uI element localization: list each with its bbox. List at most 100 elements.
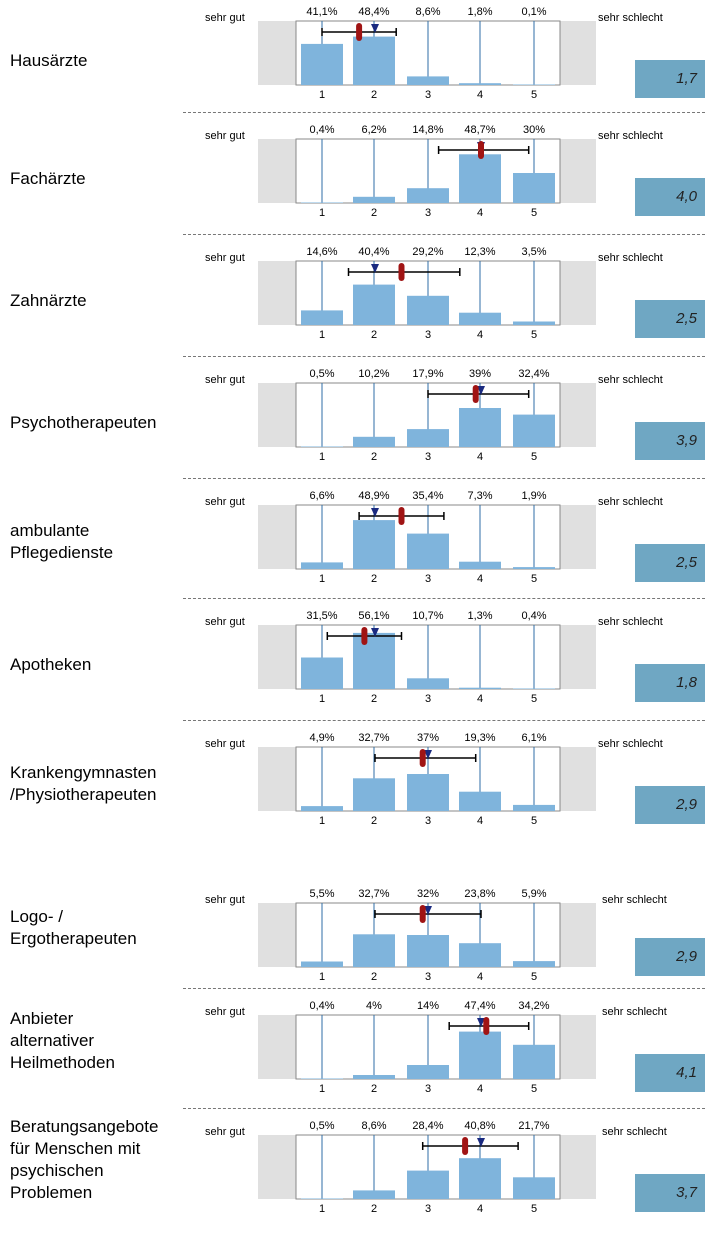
right-anchor-label: sehr schlecht	[598, 738, 663, 750]
right-side-box	[560, 625, 596, 689]
tick-label: 4	[477, 329, 483, 341]
mean-value-box: 4,0	[635, 178, 705, 216]
right-side-box	[560, 505, 596, 569]
tick-label: 4	[477, 573, 483, 585]
panel-separator	[183, 478, 705, 479]
percent-label: 32%	[417, 888, 439, 900]
tick-label: 3	[425, 1203, 431, 1215]
tick-label: 2	[371, 1083, 377, 1095]
left-anchor-label: sehr gut	[205, 1006, 245, 1018]
percent-label: 14,8%	[412, 124, 443, 136]
bar-5	[513, 961, 555, 967]
left-anchor-label: sehr gut	[205, 130, 245, 142]
bar-3	[407, 774, 449, 811]
percent-label: 0,4%	[521, 610, 546, 622]
percent-label: 10,7%	[412, 610, 443, 622]
tick-label: 3	[425, 971, 431, 983]
bar-1	[301, 961, 343, 967]
right-anchor-label: sehr schlecht	[598, 130, 663, 142]
panel-8: Logo- / Ergotherapeuten sehr gut sehr schl…	[0, 870, 709, 990]
right-anchor-label: sehr schlecht	[602, 1006, 667, 1018]
percent-label: 1,9%	[521, 490, 546, 502]
bar-3	[407, 1065, 449, 1079]
left-anchor-label: sehr gut	[205, 738, 245, 750]
mean-marker	[361, 627, 368, 645]
mean-value-box: 1,7	[635, 60, 705, 98]
percent-label: 47,4%	[464, 1000, 495, 1012]
distribution-plot: 0,4%14%214%347,4%434,2%5	[258, 1000, 561, 1095]
distribution-plot: 0,4% 1 6,2% 2 14,8% 3 48,7% 4 30% 5	[258, 124, 561, 219]
panel-9: Anbieter alternativer Heilmethoden sehr g…	[0, 994, 709, 1114]
panel-separator	[183, 988, 705, 989]
bar-1	[301, 1198, 343, 1199]
category-label: Hausärzte	[10, 51, 88, 70]
distribution-plot: 5,5% 1 32,7% 2 32% 3 23,8% 4 5,9% 5	[258, 888, 561, 983]
panel-separator	[183, 1108, 705, 1109]
bar-2	[353, 632, 395, 689]
distribution-plot: 41,1% 1 48,4% 2 8,6% 3 1,8% 4 0,1% 5	[258, 6, 561, 101]
tick-label: 5	[531, 329, 537, 341]
percent-label: 40,4%	[358, 246, 389, 258]
tick-label: 2	[371, 573, 377, 585]
percent-label: 0,5%	[309, 1120, 334, 1132]
tick-label: 5	[531, 693, 537, 705]
percent-label: 5,9%	[521, 888, 546, 900]
bar-2	[353, 1190, 395, 1199]
tick-label: 1	[319, 207, 325, 219]
bar-4	[459, 83, 501, 85]
category-label: Krankengymnasten /Physiotherapeuten	[10, 763, 157, 804]
tick-label: 4	[477, 89, 483, 101]
mean-marker	[356, 23, 363, 41]
percent-label: 0,1%	[521, 6, 546, 18]
tick-label: 1	[319, 329, 325, 341]
left-anchor-label: sehr gut	[205, 12, 245, 24]
tick-label: 5	[531, 89, 537, 101]
tick-label: 3	[425, 207, 431, 219]
bar-5	[513, 688, 555, 689]
right-anchor-label: sehr schlecht	[598, 374, 663, 386]
left-anchor-label: sehr gut	[205, 252, 245, 264]
panel-2: Fachärzte sehr gut sehr schlecht 4,0 0,4% 1 6,…	[0, 118, 709, 238]
tick-label: 5	[531, 451, 537, 463]
bar-5	[513, 1177, 555, 1199]
tick-label: 4	[477, 971, 483, 983]
percent-label: 6,1%	[521, 732, 546, 744]
tick-label: 4	[477, 1203, 483, 1215]
bar-4	[459, 1031, 501, 1079]
mean-marker	[398, 507, 405, 525]
bar-2	[353, 36, 395, 85]
left-side-box	[258, 383, 296, 447]
distribution-plot: 4,9% 1 32,7% 2 37% 3 19,3% 4 6,1% 5	[258, 732, 561, 827]
bar-3	[407, 429, 449, 447]
bar-4	[459, 561, 501, 569]
percent-label: 31,5%	[306, 610, 337, 622]
tick-label: 5	[531, 1203, 537, 1215]
median-marker	[371, 264, 379, 273]
median-marker	[424, 906, 432, 915]
bar-3	[407, 935, 449, 967]
bar-1	[301, 1078, 343, 1079]
distribution-plot: 14,6% 1 40,4% 2 29,2% 3 12,3% 4 3,5% 5	[258, 246, 561, 341]
mean-marker	[398, 263, 405, 281]
panel-separator	[183, 112, 705, 113]
left-anchor-label: sehr gut	[205, 374, 245, 386]
percent-label: 48,7%	[464, 124, 495, 136]
right-anchor-label: sehr schlecht	[598, 496, 663, 508]
percent-label: 32,7%	[358, 888, 389, 900]
right-side-box	[560, 747, 596, 811]
tick-label: 3	[425, 1083, 431, 1095]
right-side-box	[560, 21, 596, 85]
mean-value-box: 3,7	[635, 1174, 705, 1212]
percent-label: 12,3%	[464, 246, 495, 258]
median-marker	[371, 24, 379, 33]
tick-label: 2	[371, 815, 377, 827]
percent-label: 34,2%	[518, 1000, 549, 1012]
percent-label: 0,5%	[309, 368, 334, 380]
median-marker	[477, 1018, 485, 1027]
median-marker	[371, 508, 379, 517]
bar-3	[407, 533, 449, 569]
tick-label: 1	[319, 693, 325, 705]
bar-1	[301, 310, 343, 325]
left-side-box	[258, 625, 296, 689]
tick-label: 1	[319, 971, 325, 983]
